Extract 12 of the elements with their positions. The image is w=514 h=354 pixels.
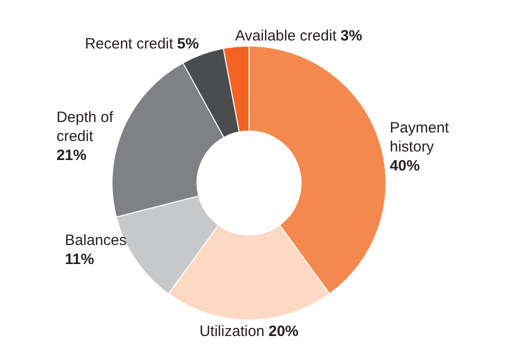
- data-label: 11%: [64, 251, 94, 268]
- slice-label: Available credit: [235, 28, 338, 45]
- slice-label: Depth of credit: [56, 108, 114, 145]
- data-label: 3%: [340, 28, 362, 45]
- data-label: 40%: [390, 157, 420, 174]
- slice-label: Balances: [64, 232, 127, 250]
- slice-label: Utilization: [199, 323, 265, 340]
- slice-label: Recent credit: [84, 36, 174, 53]
- slice-label: Payment history: [390, 119, 450, 156]
- data-label: 21%: [56, 146, 86, 164]
- data-label: 20%: [268, 323, 299, 340]
- data-label: 5%: [177, 36, 199, 53]
